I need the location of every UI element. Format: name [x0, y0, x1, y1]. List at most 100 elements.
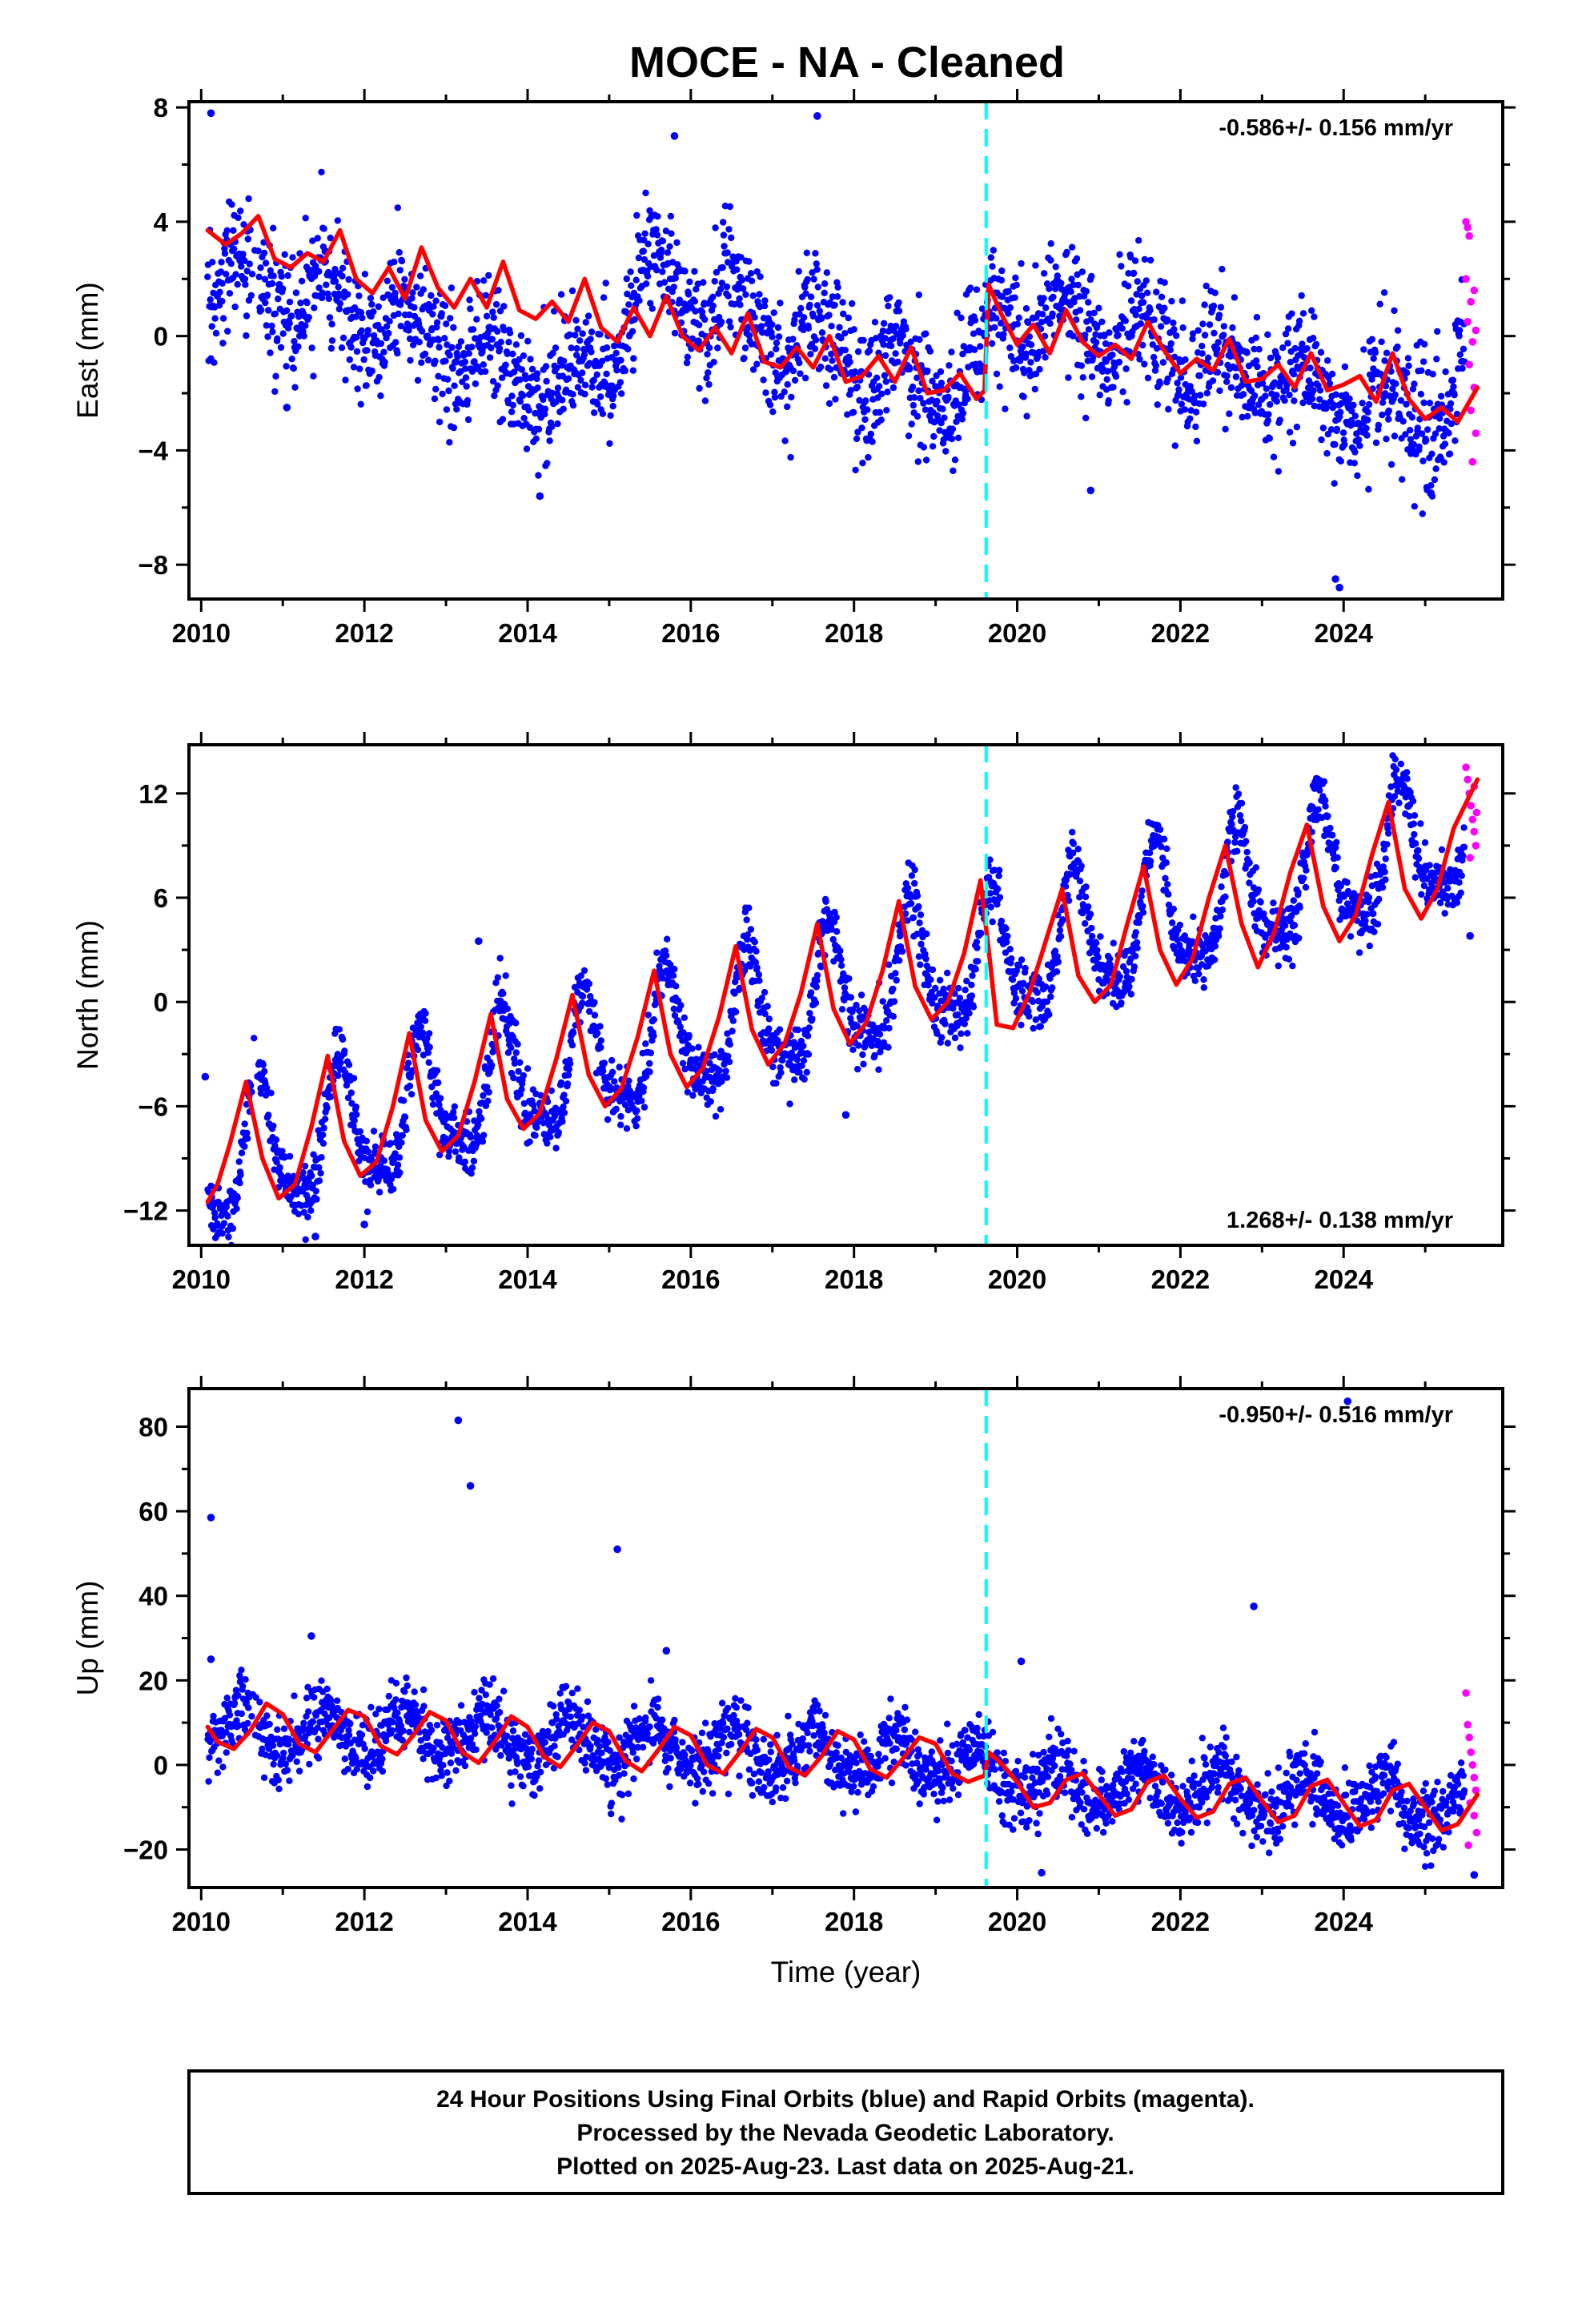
data-point	[291, 338, 298, 345]
data-point	[1343, 879, 1351, 887]
data-point	[420, 1029, 427, 1037]
data-point	[433, 1067, 441, 1075]
data-point	[347, 1089, 355, 1096]
data-point	[599, 410, 607, 417]
data-point	[228, 201, 235, 208]
data-point	[508, 408, 516, 416]
data-point	[814, 283, 821, 291]
data-point	[713, 268, 721, 276]
data-point	[234, 280, 241, 288]
rapid-point	[1472, 326, 1480, 335]
data-point	[1324, 812, 1331, 820]
rapid-point	[1468, 815, 1477, 824]
data-point	[890, 998, 898, 1005]
data-point	[875, 1066, 882, 1073]
data-point	[1355, 949, 1363, 956]
data-point	[262, 259, 270, 267]
data-point	[245, 195, 252, 203]
data-point	[1316, 786, 1323, 794]
data-point	[400, 1097, 408, 1104]
data-point	[325, 295, 332, 303]
x-tick-label: 2018	[825, 618, 883, 648]
data-point	[1370, 355, 1377, 362]
data-point	[1199, 350, 1206, 357]
data-point	[813, 302, 821, 309]
data-point	[606, 440, 613, 447]
data-point	[562, 1097, 570, 1105]
data-point	[463, 383, 470, 390]
data-point	[1189, 330, 1197, 337]
data-point	[308, 344, 315, 352]
data-point	[436, 418, 444, 426]
data-point	[1457, 889, 1464, 897]
data-point	[882, 378, 890, 385]
data-point	[1082, 883, 1090, 891]
data-point	[685, 1031, 693, 1039]
data-point	[829, 293, 837, 300]
data-point	[526, 1138, 533, 1145]
data-point	[411, 304, 418, 312]
data-point	[654, 213, 661, 220]
data-point	[1387, 460, 1395, 468]
data-point	[414, 376, 422, 384]
data-point	[457, 338, 465, 345]
data-point	[1290, 897, 1298, 904]
data-point	[275, 296, 282, 303]
data-point	[1118, 325, 1126, 332]
data-point	[344, 1094, 352, 1102]
data-point	[1105, 397, 1112, 404]
data-point	[1113, 327, 1120, 334]
data-point	[230, 227, 237, 234]
data-point	[520, 1072, 527, 1080]
data-point	[721, 243, 728, 250]
data-point	[1097, 933, 1104, 940]
data-point	[853, 1001, 860, 1009]
data-point	[1047, 993, 1054, 1000]
data-point	[630, 355, 637, 362]
data-point	[1438, 846, 1446, 854]
up-panel: 2010 2012 2014 2016 2018 2020 2022 2024−2002040…	[71, 1376, 1516, 1988]
data-point	[476, 339, 483, 346]
data-point	[1231, 838, 1239, 846]
data-point	[608, 1056, 616, 1064]
data-point	[482, 292, 489, 299]
data-point	[973, 286, 981, 293]
data-point	[964, 395, 971, 403]
data-point	[598, 357, 606, 365]
data-point	[729, 1017, 737, 1024]
data-point	[548, 423, 556, 430]
data-point	[301, 1162, 309, 1170]
data-point	[916, 336, 923, 344]
data-point	[625, 1077, 632, 1084]
data-point	[396, 1169, 404, 1176]
data-point	[1392, 766, 1400, 774]
data-point	[262, 299, 269, 307]
data-point	[913, 931, 921, 938]
data-point	[917, 961, 924, 968]
y-tick-label: 8	[154, 93, 168, 123]
data-point	[1094, 322, 1101, 329]
data-point	[1229, 324, 1236, 332]
data-point	[1082, 414, 1090, 422]
outlier-point	[1466, 931, 1474, 940]
data-point	[451, 1103, 458, 1111]
data-point	[523, 445, 531, 452]
data-point	[337, 1059, 344, 1067]
data-point	[833, 928, 841, 935]
data-point	[1423, 436, 1430, 444]
data-point	[446, 352, 453, 359]
data-point	[368, 300, 375, 308]
data-point	[1144, 374, 1152, 382]
data-point	[1211, 943, 1219, 950]
data-point	[1419, 457, 1427, 464]
data-point	[977, 343, 984, 350]
data-point	[1273, 392, 1280, 399]
data-point	[1174, 380, 1181, 387]
data-point	[797, 370, 804, 377]
data-point	[956, 995, 964, 1002]
data-point	[1090, 353, 1097, 361]
data-point	[1164, 375, 1171, 383]
data-point	[756, 977, 763, 984]
data-point	[1068, 243, 1076, 251]
data-point	[255, 247, 262, 255]
